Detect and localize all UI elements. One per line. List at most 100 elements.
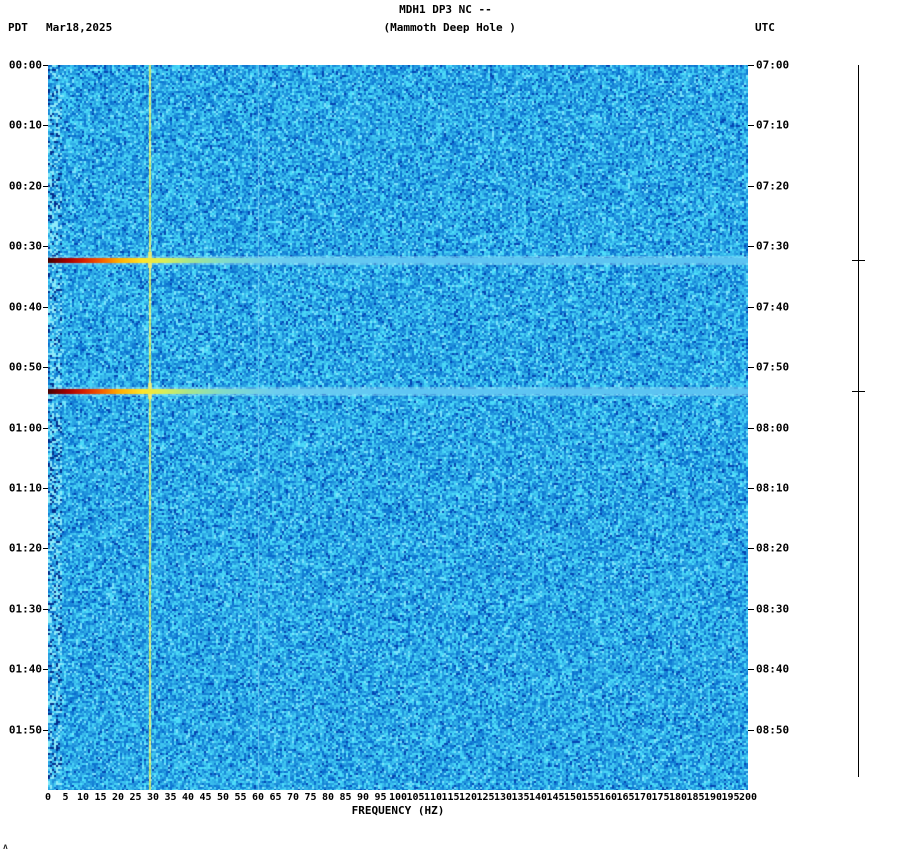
y-right-tick-label: 08:20	[756, 541, 790, 555]
x-tick-label: 170	[633, 792, 653, 803]
y-right-tick-label: 07:20	[756, 179, 790, 193]
y-right-tick-label: 08:00	[756, 421, 790, 434]
y-left-tick-label: 00:20	[8, 179, 42, 193]
y-right-tick-mark	[748, 185, 754, 187]
x-tick-label: 60	[251, 792, 265, 803]
y-left-tick-label: 00:10	[8, 118, 42, 132]
y-right-tick-label: 08:30	[756, 602, 790, 616]
x-tick-label: 100	[388, 792, 408, 803]
x-tick-label: 120	[458, 792, 478, 803]
x-tick-label: 65	[269, 792, 282, 803]
x-tick-label: 40	[181, 792, 195, 803]
y-left-tick-label: 00:30	[8, 239, 42, 253]
y-left-tick-mark	[43, 548, 48, 550]
y-right-tick-label: 07:30	[756, 239, 790, 253]
y-left-tick-mark	[43, 669, 48, 671]
scale-bar-event-tick	[852, 391, 865, 393]
x-tick-label: 45	[199, 792, 212, 803]
chart-subtitle: (Mammoth Deep Hole )	[383, 21, 516, 34]
y-right-tick-label: 08:40	[756, 662, 790, 676]
y-right-tick-mark	[748, 487, 754, 489]
x-tick-label: 110	[423, 792, 443, 803]
y-right-tick-label: 08:50	[756, 723, 790, 737]
x-tick-label: 130	[493, 792, 513, 803]
y-right-tick-label: 07:00	[756, 58, 790, 72]
y-left-tick-mark	[43, 306, 48, 308]
y-left-tick-mark	[43, 729, 48, 731]
x-tick-label: 85	[339, 792, 352, 803]
y-right-tick-mark	[748, 548, 754, 550]
x-tick-label: 5	[62, 792, 69, 803]
x-tick-label: 95	[374, 792, 387, 803]
timezone-right-label: UTC	[755, 21, 775, 34]
y-right-tick-mark	[748, 427, 754, 429]
x-tick-label: 35	[164, 792, 177, 803]
y-left-tick-label: 01:40	[8, 662, 42, 676]
y-left-tick-label: 01:50	[8, 723, 42, 737]
y-left-tick-label: 01:20	[8, 541, 42, 555]
y-left-tick-mark	[43, 185, 48, 187]
y-left-tick-mark	[43, 65, 48, 66]
x-tick-label: 20	[111, 792, 125, 803]
y-right-tick-mark	[748, 367, 754, 369]
y-right-tick-mark	[748, 246, 754, 248]
x-tick-label: 80	[321, 792, 335, 803]
y-left-tick-mark	[43, 246, 48, 248]
y-right-tick-mark	[748, 306, 754, 308]
x-tick-label: 75	[304, 792, 317, 803]
x-tick-label: 195	[721, 792, 740, 803]
x-tick-label: 140	[528, 792, 548, 803]
spectrogram-canvas	[48, 65, 748, 790]
chart-title: MDH1 DP3 NC --	[399, 3, 492, 16]
y-left-tick-label: 01:30	[8, 602, 42, 616]
x-tick-label: 90	[356, 792, 370, 803]
y-right-tick-mark	[748, 608, 754, 610]
x-axis-title: FREQUENCY (HZ)	[351, 804, 445, 817]
y-left-tick-label: 00:50	[8, 360, 42, 374]
x-tick-label: 180	[668, 792, 688, 803]
y-right-tick-label: 07:10	[756, 118, 790, 132]
x-tick-label: 25	[129, 792, 142, 803]
x-tick-label: 160	[598, 792, 618, 803]
x-tick-label: 115	[441, 792, 460, 803]
y-left-tick-mark	[43, 487, 48, 489]
timezone-left-label: PDT	[8, 21, 28, 34]
y-left-tick-mark	[43, 125, 48, 127]
x-tick-label: 175	[651, 792, 670, 803]
x-tick-label: 30	[146, 792, 160, 803]
y-right-tick-mark	[748, 65, 754, 66]
x-tick-label: 105	[406, 792, 425, 803]
x-tick-label: 145	[546, 792, 565, 803]
y-right-tick-mark	[748, 729, 754, 731]
x-tick-label: 155	[581, 792, 600, 803]
y-right-tick-label: 08:10	[756, 481, 790, 495]
y-left-tick-label: 01:00	[8, 421, 42, 434]
x-tick-label: 55	[234, 792, 247, 803]
y-left-tick-label: 00:00	[8, 58, 42, 72]
x-tick-label: 70	[286, 792, 300, 803]
x-tick-label: 10	[76, 792, 90, 803]
y-right-tick-mark	[748, 669, 754, 671]
y-right-tick-mark	[748, 125, 754, 127]
x-tick-label: 125	[476, 792, 495, 803]
x-tick-label: 50	[216, 792, 230, 803]
corner-mark: ʌ	[3, 842, 8, 851]
x-tick-label: 15	[94, 792, 107, 803]
y-left-tick-mark	[43, 427, 48, 429]
scale-bar-line	[858, 65, 859, 777]
x-tick-label: 165	[616, 792, 635, 803]
x-tick-label: 185	[686, 792, 705, 803]
y-left-tick-mark	[43, 367, 48, 369]
x-tick-label: 150	[563, 792, 583, 803]
y-left-tick-label: 01:10	[8, 481, 42, 495]
x-tick-label: 0	[44, 792, 52, 803]
x-tick-label: 135	[511, 792, 530, 803]
scale-bar-event-tick	[852, 259, 865, 261]
y-right-tick-label: 07:50	[756, 360, 790, 374]
x-tick-label: 200	[738, 792, 758, 803]
date-label: Mar18,2025	[46, 21, 113, 34]
y-left-tick-mark	[43, 608, 48, 610]
y-right-tick-label: 07:40	[756, 300, 790, 314]
x-tick-label: 190	[703, 792, 723, 803]
